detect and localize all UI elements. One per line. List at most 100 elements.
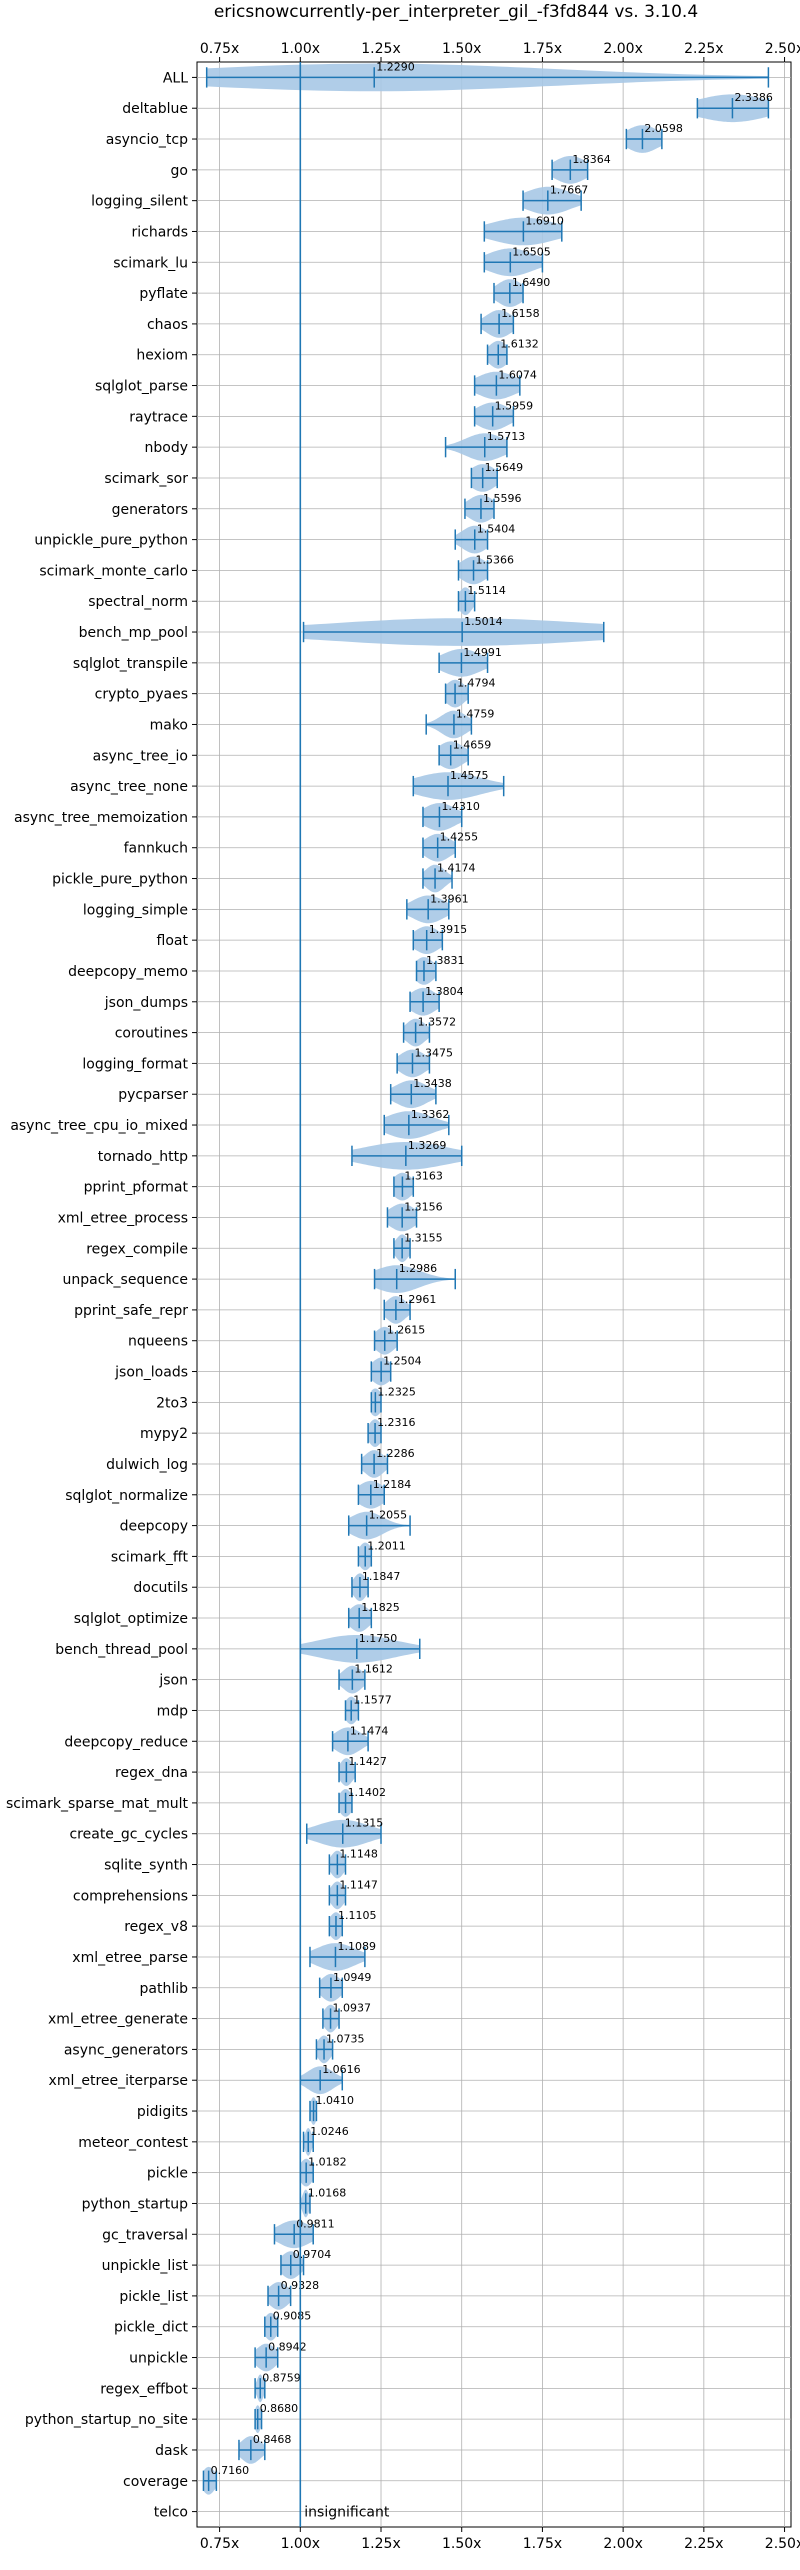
- category-label: bench_mp_pool: [79, 625, 188, 641]
- value-label: 1.1148: [339, 1848, 378, 1861]
- category-label: gc_traversal: [102, 2227, 188, 2243]
- category-label: coverage: [123, 2474, 188, 2490]
- category-label: docutils: [133, 1580, 188, 1596]
- value-label: 0.8680: [260, 2402, 299, 2415]
- category-label: python_startup: [82, 2196, 188, 2212]
- value-label: 1.6910: [525, 214, 564, 227]
- category-label: pathlib: [140, 1981, 189, 1997]
- value-label: 1.2290: [376, 60, 415, 73]
- category-label: meteor_contest: [78, 2135, 188, 2151]
- category-label: scimark_lu: [113, 255, 188, 271]
- chart-title: ericsnowcurrently-per_interpreter_gil_-f…: [214, 2, 698, 22]
- x-axis-ticks: 0.75x 0.75x 1.00x 1.00x 1.25x 1.25x 1.50x 1.50x…: [200, 41, 800, 2552]
- value-label: 1.2286: [376, 1447, 415, 1460]
- value-label: 0.7160: [211, 2464, 250, 2477]
- category-label: unpack_sequence: [63, 1272, 188, 1288]
- value-label: 1.6132: [500, 338, 539, 351]
- category-label: async_tree_memoization: [14, 810, 188, 826]
- category-label: regex_compile: [86, 1241, 188, 1257]
- category-label: scimark_monte_carlo: [39, 563, 188, 579]
- value-label: 1.6074: [498, 369, 537, 382]
- category-label: regex_dna: [115, 1765, 188, 1781]
- tick-label-top: 1.25x: [361, 41, 400, 57]
- value-label: 1.5404: [477, 523, 515, 536]
- value-label: 0.8468: [253, 2433, 292, 2446]
- value-label: 1.7667: [550, 184, 589, 197]
- value-label: 1.1577: [353, 1693, 392, 1706]
- value-label: 1.2011: [367, 1539, 406, 1552]
- value-label: 1.1105: [338, 1909, 377, 1922]
- value-label: 0.9811: [296, 2217, 335, 2230]
- category-label: deltablue: [122, 101, 188, 117]
- category-label: pidigits: [137, 2104, 188, 2120]
- category-label: deepcopy_reduce: [64, 1734, 188, 1750]
- category-label: create_gc_cycles: [69, 1827, 188, 1843]
- category-label: pprint_pformat: [84, 1180, 189, 1196]
- value-label: 1.3362: [411, 1108, 450, 1121]
- value-label: 2.3386: [734, 91, 773, 104]
- value-label: 1.1825: [361, 1601, 400, 1614]
- category-label: richards: [132, 224, 189, 240]
- value-label: 1.0616: [322, 2063, 361, 2076]
- category-label: mdp: [157, 1703, 189, 1719]
- category-label: float: [157, 933, 189, 949]
- value-label: 0.9085: [273, 2310, 312, 2323]
- category-label: telco: [154, 2505, 188, 2521]
- value-label: 1.4575: [450, 769, 489, 782]
- value-label: 1.0949: [333, 1971, 372, 1984]
- category-label: scimark_sor: [104, 471, 188, 487]
- category-label: python_startup_no_site: [25, 2412, 188, 2428]
- value-label: 2.0598: [644, 122, 683, 135]
- category-label: mypy2: [140, 1426, 188, 1442]
- category-label: ALL: [163, 70, 188, 86]
- category-label: mako: [150, 717, 188, 733]
- value-label: 1.3475: [414, 1046, 453, 1059]
- value-label: 1.0168: [308, 2186, 347, 2199]
- category-label: deepcopy: [120, 1519, 188, 1535]
- value-label: 1.3915: [429, 923, 468, 936]
- value-label: 1.4310: [441, 800, 480, 813]
- value-label: 1.1750: [359, 1632, 398, 1645]
- value-label: 1.3155: [404, 1231, 443, 1244]
- tick-label-top: 2.50x: [765, 41, 800, 57]
- value-label: 1.2055: [369, 1509, 408, 1522]
- value-label: 1.5596: [483, 492, 522, 505]
- category-label: json: [158, 1673, 188, 1689]
- category-label: sqlglot_optimize: [74, 1611, 188, 1627]
- category-label: dulwich_log: [106, 1457, 188, 1473]
- value-label: 1.1402: [348, 1786, 387, 1799]
- category-label: pickle: [147, 2166, 188, 2182]
- category-label: coroutines: [115, 1026, 188, 1042]
- category-label: regex_effbot: [100, 2381, 188, 2397]
- category-label: asyncio_tcp: [106, 132, 188, 148]
- category-label: pickle_pure_python: [52, 872, 188, 888]
- value-label: 1.3804: [425, 985, 464, 998]
- value-label: 1.0246: [310, 2125, 349, 2138]
- violins: 1.2290 2.3386 2.0598 1.8364 1.7667 1.6910 1.65…: [202, 60, 773, 2495]
- value-label: 1.6505: [512, 245, 551, 258]
- category-label: async_generators: [64, 2042, 188, 2058]
- category-label: logging_simple: [83, 902, 188, 918]
- category-label: sqlglot_normalize: [65, 1488, 188, 1504]
- category-label: unpickle_list: [102, 2258, 189, 2274]
- value-label: 1.2325: [377, 1385, 416, 1398]
- category-label: xml_etree_parse: [72, 1950, 188, 1966]
- category-label: xml_etree_process: [58, 1210, 188, 1226]
- value-label: 1.2316: [377, 1416, 416, 1429]
- tick-label-bottom: 1.25x: [361, 2536, 400, 2552]
- tick-label-bottom: 0.75x: [200, 2536, 239, 2552]
- category-label: unpickle: [129, 2351, 188, 2367]
- category-label: pickle_list: [119, 2289, 188, 2305]
- value-label: 1.1474: [350, 1724, 389, 1737]
- reference-label: insignificant: [304, 2505, 390, 2521]
- value-label: 1.5649: [485, 461, 524, 474]
- value-label: 1.5959: [495, 399, 533, 412]
- category-label: xml_etree_generate: [48, 2012, 188, 2028]
- value-label: 1.4794: [457, 677, 496, 690]
- value-label: 1.2615: [387, 1324, 426, 1337]
- category-label: json_loads: [114, 1365, 188, 1381]
- category-label: generators: [112, 502, 188, 518]
- category-label: pyflate: [139, 286, 188, 302]
- value-label: 1.4255: [440, 831, 479, 844]
- value-label: 0.8942: [268, 2341, 307, 2354]
